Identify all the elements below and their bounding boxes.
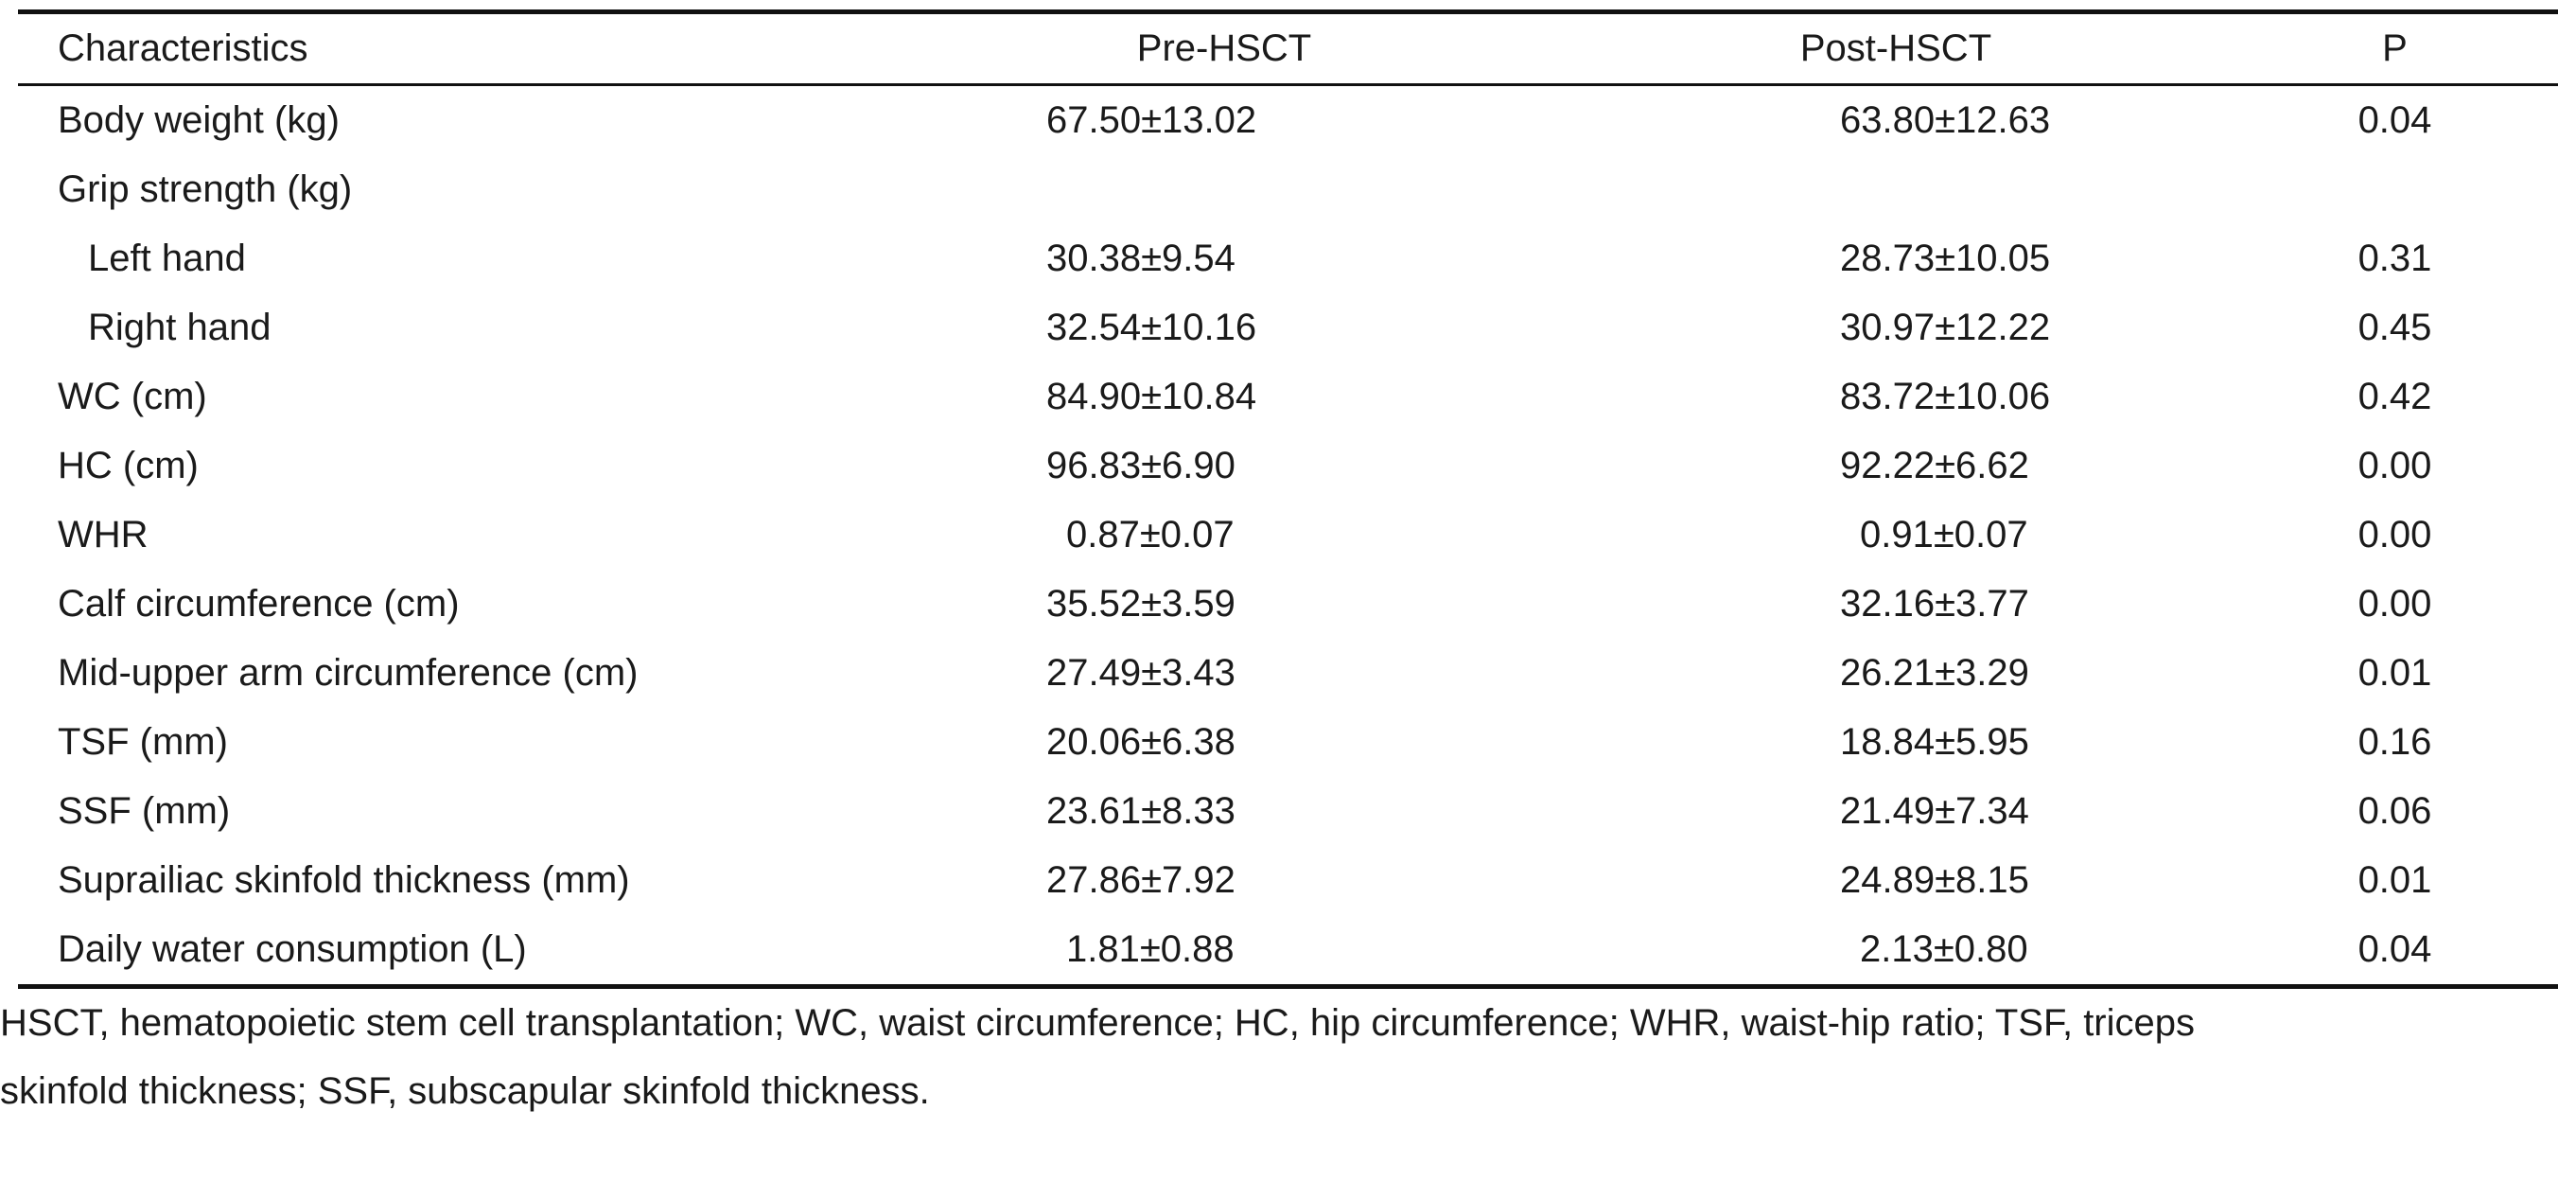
p-value: 0.06 — [2357, 790, 2432, 832]
characteristics-table: Characteristics Pre-HSCT Post-HSCT P Bod… — [18, 9, 2558, 989]
header-pre-hsct: Pre-HSCT — [1136, 27, 1312, 69]
post-value: 30.97±12.22 — [1840, 307, 2051, 348]
pre-value: 96.83±6.90 — [1046, 445, 1235, 486]
header-p-value: P — [2382, 27, 2408, 69]
row-label: TSF (mm) — [58, 721, 228, 763]
table-row: Left hand 30.38±9.54 28.73±10.05 0.31 — [18, 224, 2558, 293]
footnote-line-1: HSCT, hematopoietic stem cell transplant… — [0, 1002, 2195, 1044]
post-value: 28.73±10.05 — [1840, 238, 2051, 279]
table-row: TSF (mm) 20.06±6.38 18.84±5.95 0.16 — [18, 708, 2558, 777]
table-row: SSF (mm) 23.61±8.33 21.49±7.34 0.06 — [18, 777, 2558, 846]
p-value: 0.00 — [2357, 445, 2432, 486]
row-label: Body weight (kg) — [58, 99, 340, 141]
post-value — [1560, 155, 2232, 224]
p-value: 0.04 — [2357, 99, 2432, 141]
post-value: 18.84±5.95 — [1840, 721, 2029, 763]
table-row: Grip strength (kg) — [18, 155, 2558, 224]
pre-value: 0.87±0.07 — [1066, 514, 1235, 555]
pre-value: 84.90±10.84 — [1046, 376, 1257, 417]
row-label: Calf circumference (cm) — [58, 583, 460, 625]
post-value: 24.89±8.15 — [1840, 859, 2029, 901]
table-body: Body weight (kg) 67.50±13.02 63.80±12.63… — [18, 85, 2558, 987]
pre-value: 32.54±10.16 — [1046, 307, 1257, 348]
table-row: Suprailiac skinfold thickness (mm) 27.86… — [18, 846, 2558, 915]
pre-value: 67.50±13.02 — [1046, 99, 1257, 141]
post-value: 83.72±10.06 — [1840, 376, 2051, 417]
table-row: Body weight (kg) 67.50±13.02 63.80±12.63… — [18, 85, 2558, 156]
post-value: 63.80±12.63 — [1840, 99, 2051, 141]
table-row: WC (cm) 84.90±10.84 83.72±10.06 0.42 — [18, 362, 2558, 432]
table-row: Mid-upper arm circumference (cm) 27.49±3… — [18, 639, 2558, 708]
row-label: Left hand — [88, 238, 246, 279]
pre-value: 30.38±9.54 — [1046, 238, 1235, 279]
table-row: Daily water consumption (L) 1.81±0.88 2.… — [18, 915, 2558, 987]
post-value: 26.21±3.29 — [1840, 652, 2029, 694]
table-row: WHR 0.87±0.07 0.91±0.07 0.00 — [18, 501, 2558, 570]
table-header: Characteristics Pre-HSCT Post-HSCT P — [18, 11, 2558, 85]
row-label: WC (cm) — [58, 376, 207, 417]
post-value: 2.13±0.80 — [1860, 928, 2028, 970]
p-value: 0.31 — [2357, 238, 2432, 279]
pre-value: 1.81±0.88 — [1066, 928, 1235, 970]
row-label: SSF (mm) — [58, 790, 231, 832]
pre-value — [888, 155, 1560, 224]
table-container: Characteristics Pre-HSCT Post-HSCT P Bod… — [0, 9, 2558, 1125]
row-label: Right hand — [88, 307, 272, 348]
header-characteristics: Characteristics — [58, 27, 308, 69]
row-label: Suprailiac skinfold thickness (mm) — [58, 859, 630, 901]
p-value — [2232, 155, 2558, 224]
table-row: Right hand 32.54±10.16 30.97±12.22 0.45 — [18, 293, 2558, 362]
row-label: Daily water consumption (L) — [58, 928, 527, 970]
pre-value: 20.06±6.38 — [1046, 721, 1235, 763]
row-label: HC (cm) — [58, 445, 199, 486]
post-value: 0.91±0.07 — [1860, 514, 2028, 555]
p-value: 0.45 — [2357, 307, 2432, 348]
table-row: Calf circumference (cm) 35.52±3.59 32.16… — [18, 570, 2558, 639]
header-post-hsct: Post-HSCT — [1799, 27, 1992, 69]
p-value: 0.04 — [2357, 928, 2432, 970]
header-row: Characteristics Pre-HSCT Post-HSCT P — [18, 11, 2558, 85]
table-footnote: HSCT, hematopoietic stem cell transplant… — [0, 989, 2558, 1125]
p-value: 0.01 — [2357, 859, 2432, 901]
post-value: 92.22±6.62 — [1840, 445, 2029, 486]
post-value: 21.49±7.34 — [1840, 790, 2029, 832]
pre-value: 23.61±8.33 — [1046, 790, 1235, 832]
p-value: 0.01 — [2357, 652, 2432, 694]
p-value: 0.42 — [2357, 376, 2432, 417]
row-label: WHR — [58, 514, 149, 555]
p-value: 0.16 — [2357, 721, 2432, 763]
footnote-line-2: skinfold thickness; SSF, subscapular ski… — [0, 1070, 930, 1112]
post-value: 32.16±3.77 — [1840, 583, 2029, 625]
table-row: HC (cm) 96.83±6.90 92.22±6.62 0.00 — [18, 432, 2558, 501]
row-label: Mid-upper arm circumference (cm) — [58, 652, 639, 694]
p-value: 0.00 — [2357, 583, 2432, 625]
row-label: Grip strength (kg) — [58, 168, 353, 210]
p-value: 0.00 — [2357, 514, 2432, 555]
pre-value: 27.49±3.43 — [1046, 652, 1235, 694]
pre-value: 35.52±3.59 — [1046, 583, 1235, 625]
pre-value: 27.86±7.92 — [1046, 859, 1235, 901]
